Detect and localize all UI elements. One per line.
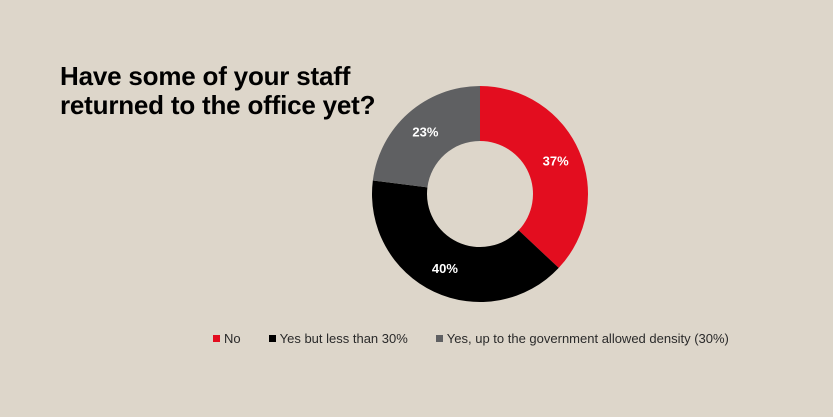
legend-label-no: No [224,331,241,346]
legend-swatch-yes-up-to-30 [435,335,443,342]
donut-slices [371,86,588,303]
legend-item-no: No [213,331,241,346]
slice-yes-up-to-30 [372,86,480,188]
slice-label-no: 37% [543,154,569,169]
chart-title: Have some of your staff returned to the … [60,61,376,120]
slice-label-yes-less-than-30: 40% [432,261,458,276]
slice-yes-less-than-30 [371,180,559,303]
slice-label-yes-up-to-30: 23% [412,125,438,140]
legend-item-yes-less-than-30: Yes but less than 30% [268,331,408,346]
donut-labels: 37% 40% 23% [412,125,569,277]
legend-swatch-yes-less-than-30 [268,335,276,342]
slice-no [480,86,588,268]
legend-item-yes-up-to-30: Yes, up to the government allowed densit… [435,331,729,346]
legend-label-yes-up-to-30: Yes, up to the government allowed densit… [446,331,729,346]
chart-legend: No Yes but less than 30% Yes, up to the … [213,331,729,346]
legend-label-yes-less-than-30: Yes but less than 30% [279,331,408,346]
legend-swatch-no [213,335,220,342]
